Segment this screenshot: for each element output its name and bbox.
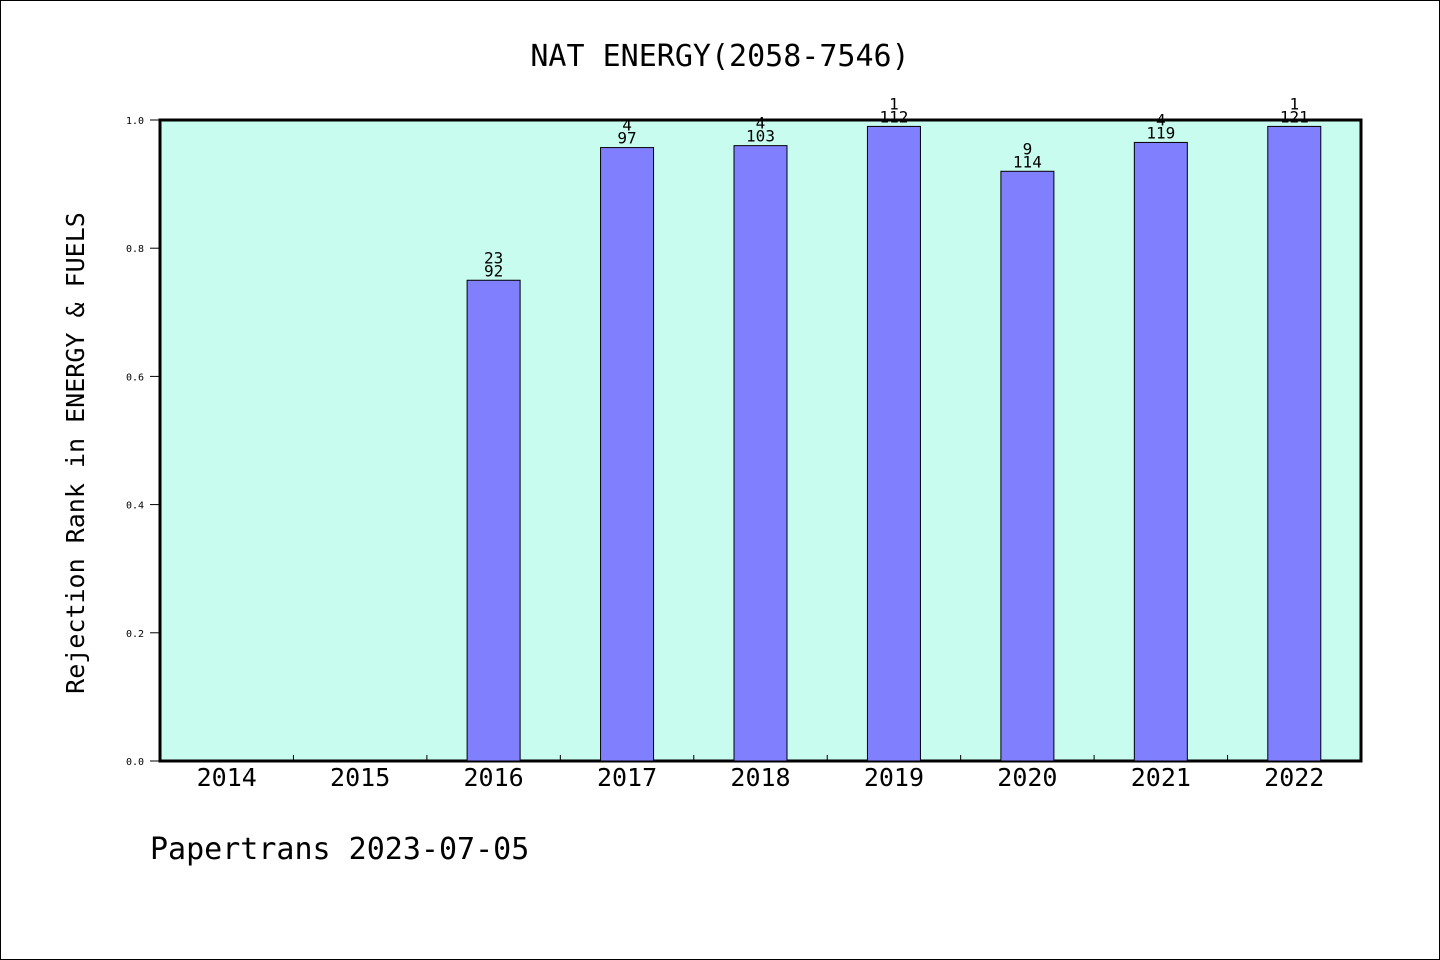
y-tick-label: 0.6 xyxy=(126,372,144,383)
bar-2017 xyxy=(600,147,655,762)
y-tick-label: 0.8 xyxy=(126,244,144,255)
y-axis-label: Rejection Rank in ENERGY & FUELS xyxy=(61,212,90,694)
y-axis-ticks: 0.0 0.2 0.4 0.6 0.8 1.0 xyxy=(126,116,160,768)
bar-rank-label: 23 xyxy=(484,248,503,267)
x-tick-label: 2020 xyxy=(997,763,1057,792)
bar-2019 xyxy=(866,125,921,762)
bar-2018 xyxy=(733,145,788,762)
x-tick-label: 2015 xyxy=(330,763,390,792)
bar-total-label: 121 xyxy=(1280,107,1309,126)
x-tick-label: 2014 xyxy=(197,763,257,792)
footer-credit: Papertrans 2023-07-05 xyxy=(150,832,530,867)
bar-rank-label: 4 xyxy=(756,114,766,133)
x-tick-label: 2016 xyxy=(464,763,524,792)
bar-rank-label: 4 xyxy=(622,116,632,135)
x-tick-label: 2019 xyxy=(864,763,924,792)
bar-total-label: 112 xyxy=(879,107,908,126)
bar-rank-label: 4 xyxy=(1156,110,1166,129)
bar-2016 xyxy=(466,279,521,762)
x-axis-tick-labels: 2014 2015 2016 2017 2018 2019 2020 2021 2022 xyxy=(197,763,1325,792)
bar-2020 xyxy=(1000,170,1055,762)
bar-rank-label: 9 xyxy=(1023,139,1033,158)
x-tick-label: 2018 xyxy=(730,763,790,792)
y-tick-label: 0.2 xyxy=(126,629,144,640)
bar-2021 xyxy=(1133,141,1188,762)
x-tick-label: 2017 xyxy=(597,763,657,792)
bar-rank-label: 1 xyxy=(889,94,899,113)
chart-title: NAT ENERGY(2058-7546) xyxy=(530,39,909,74)
bar-2022 xyxy=(1267,125,1322,762)
bar-total-label: 97 xyxy=(617,129,636,148)
bar-total-label: 92 xyxy=(484,261,503,280)
bar-total-label: 114 xyxy=(1013,152,1042,171)
y-tick-label: 0.0 xyxy=(126,757,144,768)
x-tick-label: 2022 xyxy=(1264,763,1324,792)
bar-rank-label: 1 xyxy=(1289,94,1299,113)
y-tick-label: 1.0 xyxy=(126,116,144,127)
bar-total-label: 119 xyxy=(1146,123,1175,142)
x-tick-label: 2021 xyxy=(1131,763,1191,792)
y-tick-label: 0.4 xyxy=(126,501,144,512)
bar-total-label: 103 xyxy=(746,127,775,146)
x-axis-ticks xyxy=(292,755,1229,761)
bars xyxy=(466,125,1322,762)
